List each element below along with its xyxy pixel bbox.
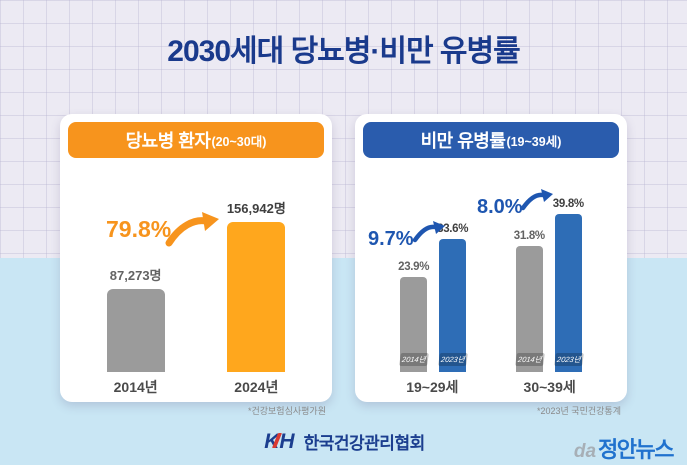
obesity-chart: 9.7% 8.0% 23.9% 2014년 33.6% [355, 160, 627, 372]
diabetes-increase-label: 79.8% [106, 216, 172, 242]
obesity-increase-label-19-29: 9.7% [368, 228, 414, 250]
series-tag-2023: 2023년 [553, 353, 584, 366]
jeongan-news-mark-icon: da [573, 441, 597, 462]
category-label-30-39: 30~39세 [523, 379, 576, 395]
obesity-category-row: 19~29세 30~39세 [355, 377, 627, 397]
increase-arrow-icon [412, 221, 445, 243]
bar-value-label: 156,942명 [226, 201, 286, 216]
bar-2014-19-29: 2014년 [398, 277, 429, 372]
increase-arrow-icon [520, 189, 553, 211]
khp-logo-letters: KH [264, 429, 295, 453]
khp-logo-mark-icon: KH [262, 430, 296, 454]
bar-value-label: 39.8% [552, 198, 584, 210]
obesity-panel-header: 비만 유병률 (19~39세) [363, 122, 619, 158]
bar-value-label: 87,273명 [109, 268, 162, 283]
bar-2023-19-29: 2023년 [437, 239, 468, 372]
bar-column-2023: 33.6% 2023년 [435, 223, 471, 372]
bar-value-label: 31.8% [513, 230, 545, 242]
bar-column-2014: 23.9% 2014년 [396, 261, 432, 372]
obesity-source-note: *2023년 국민건강통계 [537, 406, 621, 416]
bar-column-2023: 39.8% 2023년 [550, 198, 586, 372]
diabetes-panel-header: 당뇨병 환자 (20~30대) [68, 122, 324, 158]
bar-value-label: 23.9% [398, 261, 430, 273]
series-tag-2014: 2014년 [514, 353, 545, 366]
khp-logo: KH 한국건강관리협회 [0, 429, 687, 454]
diabetes-category-row: 2014년 2024년 [60, 377, 332, 397]
obesity-header-sub: (19~39세) [506, 134, 562, 149]
bar-column-2014: 31.8% 2014년 [511, 230, 547, 372]
diabetes-header-sub: (20~30대) [211, 134, 267, 149]
page-title: 2030세대 당뇨병·비만 유병률 [167, 35, 520, 68]
bar-2023-30-39: 2023년 [553, 214, 584, 372]
diabetes-chart: 79.8% 87,273명 156,942명 [60, 160, 332, 372]
bar-column-2014: 87,273명 [91, 265, 181, 372]
category-label-2014: 2014년 [113, 379, 158, 395]
obesity-panel: 비만 유병률 (19~39세) 9.7% 8.0% 23.9% 2014년 [355, 114, 627, 402]
increase-arrow-icon [165, 212, 219, 247]
bar-2024 [227, 222, 286, 372]
category-label-2024: 2024년 [234, 379, 279, 395]
jeongan-news-text: 정안뉴스 [598, 437, 674, 462]
diabetes-panel: 당뇨병 환자 (20~30대) 79.8% 87,273명 156,942명 2… [60, 114, 332, 402]
khp-logo-text: 한국건강관리협회 [303, 434, 426, 453]
series-tag-2023: 2023년 [437, 353, 468, 366]
series-tag-2014: 2014년 [398, 353, 429, 366]
obesity-increase-label-30-39: 8.0% [477, 196, 523, 218]
category-label-19-29: 19~29세 [406, 379, 459, 395]
age-group-30-39: 31.8% 2014년 39.8% 2023년 [511, 198, 586, 372]
diabetes-header-main: 당뇨병 환자 [125, 131, 211, 151]
diabetes-source-note: *건강보험심사평가원 [247, 406, 326, 416]
obesity-header-main: 비만 유병률 [420, 131, 506, 151]
bar-2014 [106, 289, 165, 372]
jeongan-news-logo: da 정안뉴스 [573, 432, 675, 464]
bar-2014-30-39: 2014년 [514, 246, 545, 372]
bar-column-2024: 156,942명 [211, 198, 301, 372]
